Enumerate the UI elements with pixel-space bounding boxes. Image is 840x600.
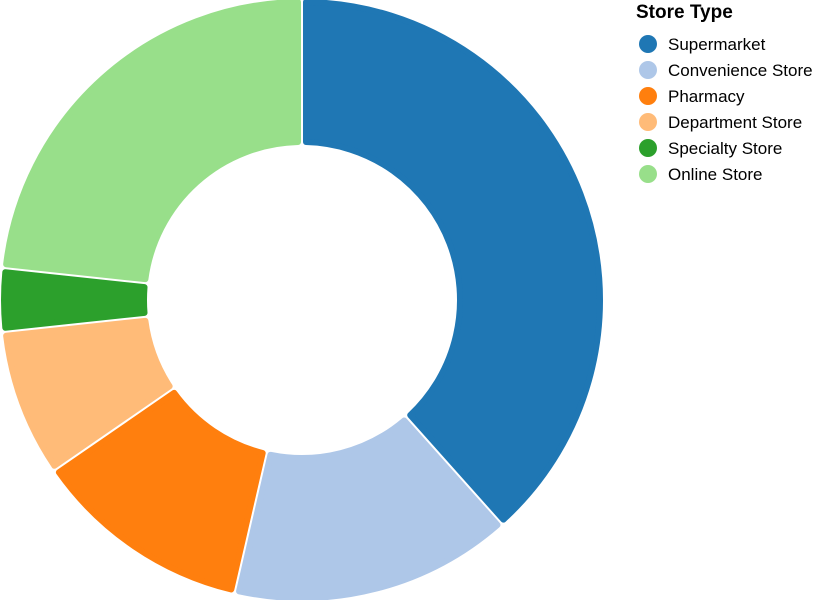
legend-item-department-store[interactable]: Department Store: [639, 113, 802, 132]
legend-item-convenience-store[interactable]: Convenience Store: [639, 61, 813, 80]
legend-item-pharmacy[interactable]: Pharmacy: [639, 87, 745, 106]
slice-online-store[interactable]: [3, 0, 301, 283]
legend-swatch: [639, 87, 657, 105]
legend-item-supermarket[interactable]: Supermarket: [639, 35, 766, 54]
legend-swatch: [639, 165, 657, 183]
slice-department-store[interactable]: [3, 317, 173, 469]
legend-swatch: [639, 35, 657, 53]
legend-title: Store Type: [636, 2, 733, 23]
slice-convenience-store[interactable]: [236, 417, 501, 600]
legend-swatch: [639, 139, 657, 157]
legend-label: Online Store: [668, 165, 763, 184]
legend-item-specialty-store[interactable]: Specialty Store: [639, 139, 782, 158]
legend-label: Specialty Store: [668, 139, 782, 158]
legend-label: Supermarket: [668, 35, 766, 54]
slice-pharmacy[interactable]: [55, 389, 266, 593]
slice-supermarket[interactable]: [303, 0, 603, 523]
legend-swatch: [639, 61, 657, 79]
legend-label: Pharmacy: [668, 87, 745, 106]
legend-label: Department Store: [668, 113, 802, 132]
slice-specialty-store[interactable]: [1, 269, 148, 331]
donut-slices: [1, 0, 603, 600]
legend-label: Convenience Store: [668, 61, 813, 80]
legend-items: Supermarket Convenience Store Pharmacy Depa…: [639, 35, 813, 184]
legend-swatch: [639, 113, 657, 131]
legend-item-online-store[interactable]: Online Store: [639, 165, 763, 184]
legend: Store Type Supermarket Convenience Store P…: [636, 2, 813, 184]
